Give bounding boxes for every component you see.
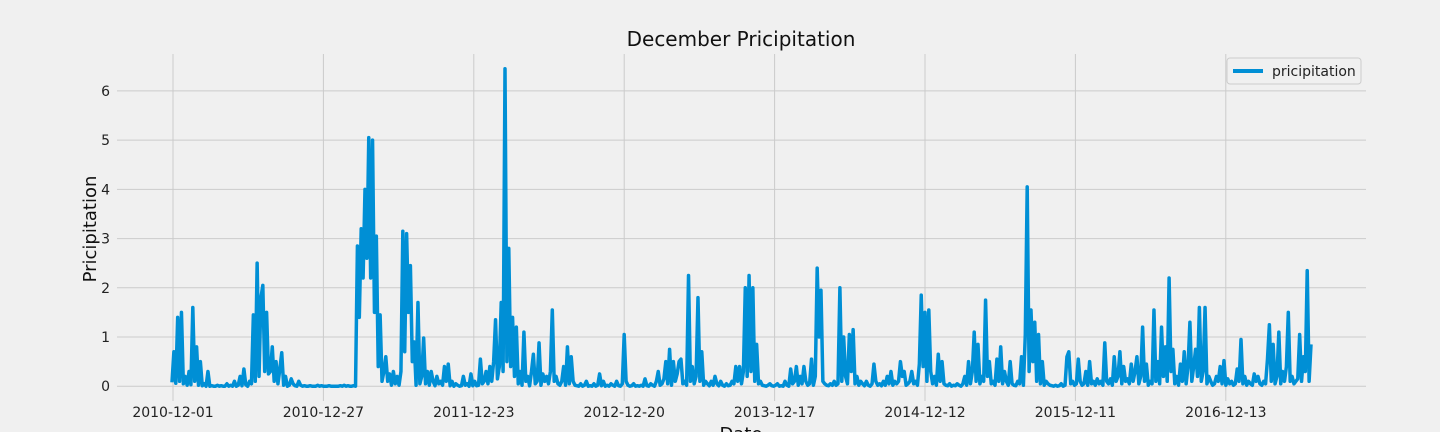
x-gridlines — [172, 54, 1227, 401]
y-tick-label: 1 — [101, 330, 110, 346]
y-tick-label: 3 — [101, 232, 110, 248]
y-tick-labels: 0 1 2 3 4 5 6 — [101, 84, 110, 395]
y-tick-label: 2 — [101, 281, 110, 297]
x-axis-label: Date — [719, 424, 762, 432]
legend: pricipitation — [1226, 57, 1362, 85]
series-line-pricipitation — [170, 67, 1313, 388]
x-tick-label: 2012-12-20 — [584, 405, 665, 421]
chart-title: December Pricipitation — [627, 27, 856, 51]
y-axis-label: Pricipitation — [80, 176, 101, 283]
legend-box — [1226, 57, 1362, 85]
x-tick-label: 2014-12-12 — [884, 405, 965, 421]
x-tick-label: 2016-12-13 — [1185, 405, 1266, 421]
y-tick-label: 6 — [101, 84, 110, 100]
x-tick-label: 2015-12-11 — [1035, 405, 1116, 421]
x-tick-label: 2011-12-23 — [433, 405, 514, 421]
x-tick-label: 2013-12-17 — [734, 405, 815, 421]
x-tick-label: 2010-12-01 — [132, 405, 213, 421]
legend-label: pricipitation — [1272, 64, 1356, 80]
y-tick-label: 0 — [101, 379, 110, 395]
y-tick-label: 5 — [101, 133, 110, 149]
y-tick-label: 4 — [101, 182, 110, 198]
x-tick-label: 2010-12-27 — [283, 405, 364, 421]
x-tick-labels: 2010-12-01 2010-12-27 2011-12-23 2012-12-20… — [132, 405, 1266, 421]
